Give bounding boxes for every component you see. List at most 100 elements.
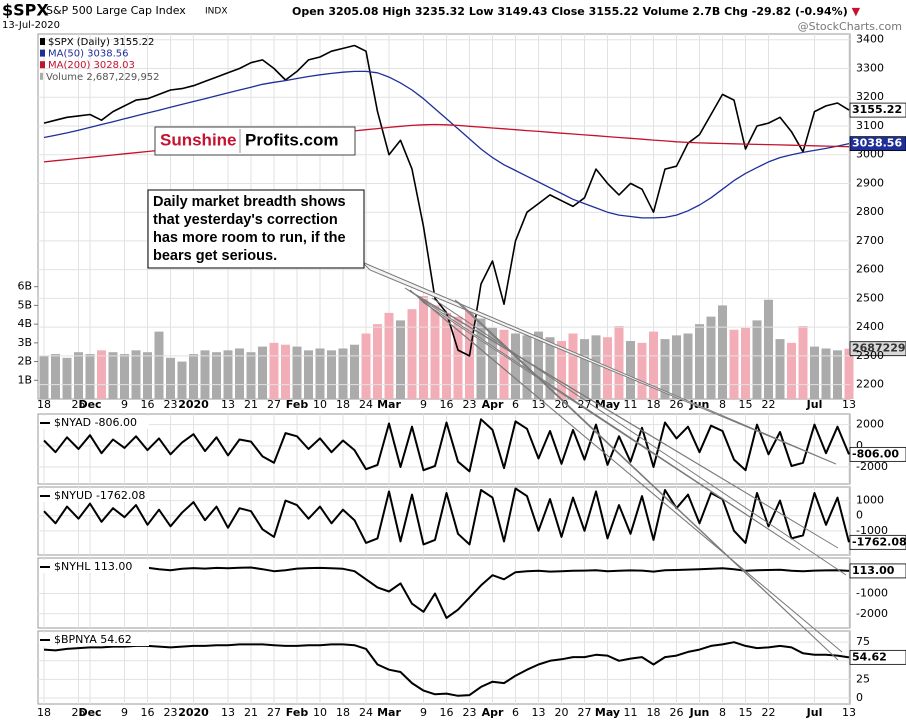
y-tick-label: 3400 [856, 33, 884, 46]
volume-bar [476, 318, 486, 399]
volume-bar [591, 335, 601, 399]
end-tag [849, 136, 906, 152]
legend-swatch [40, 49, 45, 57]
x-tick-label: 27 [578, 398, 592, 411]
volume-bar [292, 346, 302, 399]
y-tick-label: 2500 [856, 291, 884, 304]
x-tick-label: 27 [267, 706, 281, 719]
x-tick-label: 13 [221, 398, 235, 411]
legend-swatch [40, 61, 45, 69]
annotation-line: that yesterday's correction [153, 212, 338, 228]
y-tick-label: 4B [17, 317, 32, 330]
quote-value: 2.7B [692, 5, 720, 18]
change-arrow: ▼ [852, 5, 861, 18]
volume-bar [200, 350, 210, 399]
pointer [417, 296, 801, 551]
series-line [43, 487, 850, 546]
end-tag [849, 563, 906, 579]
volume-bar [407, 309, 417, 399]
x-tick-label: 15 [739, 706, 753, 719]
volume-bar [269, 342, 279, 399]
x-tick-label: 18 [336, 398, 350, 411]
exchange: INDX [205, 7, 227, 17]
volume-bar [350, 344, 359, 399]
volume-bar [338, 348, 348, 399]
end-tag-label: 113.00 [852, 564, 895, 577]
volume-bar [499, 329, 509, 399]
x-tick-label: 22 [762, 706, 776, 719]
volume-bar [833, 350, 842, 399]
x-tick-label: 24 [359, 706, 373, 719]
x-tick-label: Jul [806, 706, 823, 719]
x-tick-label: 21 [244, 706, 258, 719]
y-tick-label: 2700 [856, 234, 884, 247]
x-tick-label: 13 [532, 706, 546, 719]
x-tick-label: Jul [806, 398, 823, 411]
y-tick-label: 75 [856, 635, 870, 648]
volume-bar [304, 350, 313, 399]
pointer [361, 261, 837, 465]
x-tick-label: Mar [377, 706, 401, 719]
legend-swatch [40, 38, 45, 45]
volume-bar [74, 352, 83, 399]
volume-bar [488, 327, 497, 399]
x-tick-label: 6 [512, 706, 519, 719]
logo-box [154, 126, 356, 156]
series-line [43, 641, 850, 697]
panel-title: $NYHL 113.00 [54, 560, 132, 573]
pointers [361, 261, 847, 661]
volume-bar [660, 339, 670, 399]
y-tick-label: -2000 [856, 460, 888, 473]
x-tick-label: Mar [377, 398, 401, 411]
series-line [43, 418, 850, 473]
x-tick-label: Dec [78, 706, 101, 719]
x-tick-label: 10 [313, 706, 327, 719]
volume-bar [120, 354, 129, 399]
index-name: S&P 500 Large Cap Index [46, 4, 186, 17]
end-tag-label: 54.62 [852, 650, 887, 663]
panel-title-bg [39, 416, 149, 429]
panel-frame [37, 486, 851, 556]
volume-bar [235, 348, 244, 399]
y-tick-label: 2000 [856, 418, 884, 431]
x-tick-label: 21 [244, 398, 258, 411]
volume-bar [97, 350, 106, 399]
series-line [43, 566, 850, 619]
x-tick-label: 8 [719, 398, 726, 411]
end-tag [849, 649, 906, 665]
volume-bar [453, 316, 463, 399]
volume-bar [85, 354, 95, 399]
volume-bar [752, 320, 762, 399]
volume-bar [396, 320, 405, 399]
legend-swatch [40, 72, 43, 80]
x-tick-label: Dec [78, 398, 101, 411]
series-line [43, 70, 850, 219]
x-tick-label: 16 [440, 398, 454, 411]
volume-bar [683, 333, 693, 399]
x-tick-label: 18 [647, 398, 661, 411]
volume-bar [430, 305, 440, 399]
x-tick-label: 23 [463, 706, 477, 719]
panel-title-bg [39, 560, 149, 573]
panel-frame [37, 557, 851, 629]
quote-label: Low [469, 5, 494, 18]
y-tick-label: 1B [17, 373, 32, 386]
x-tick-label: 13 [221, 706, 235, 719]
volume-bar [258, 346, 267, 399]
panel-title-bg [39, 489, 149, 502]
volume-bar [51, 354, 60, 399]
volume-bar [695, 324, 704, 399]
x-tick-label: 16 [141, 398, 155, 411]
end-tag-label: -1762.08 [852, 535, 906, 548]
volume-bar [534, 331, 543, 399]
end-tag-label: 3038.56 [852, 137, 902, 150]
volume-bar [821, 348, 831, 399]
quote-value: 3155.22 [589, 5, 639, 18]
x-tick-label: 18 [647, 706, 661, 719]
volume-bar [672, 335, 681, 399]
volume-bar [775, 339, 785, 399]
x-tick-label: 10 [313, 398, 327, 411]
annotation-line: has more room to run, if the [153, 230, 346, 246]
panel-title: $BPNYA 54.62 [54, 633, 132, 646]
